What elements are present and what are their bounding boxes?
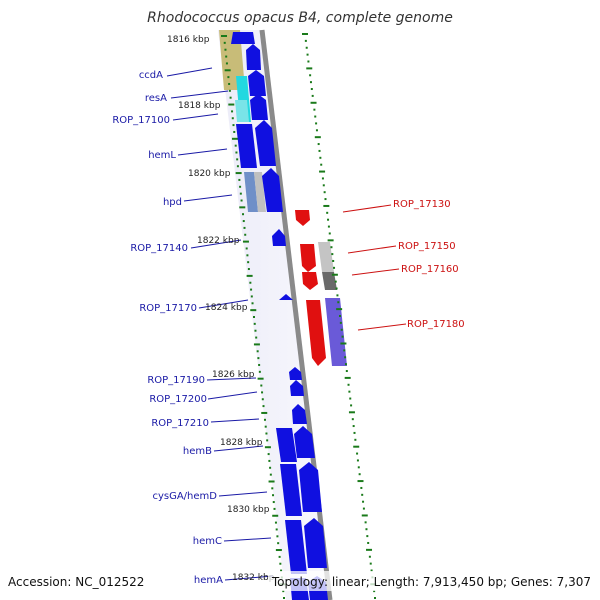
gene-label-ROP_17160[interactable]: ROP_17160 [401, 264, 459, 275]
gene-label-ROP_17150[interactable]: ROP_17150 [398, 241, 456, 252]
fwd-gene-block [276, 428, 297, 462]
kbp-label: 1828 kbp [220, 438, 263, 448]
fwd-gene-block [280, 464, 302, 516]
kbp-label: 1818 kbp [178, 101, 221, 111]
gene-label-ROP_17200[interactable]: ROP_17200 [149, 394, 207, 405]
gene-label-hpd[interactable]: hpd [163, 197, 182, 208]
fwd-gene-block [294, 426, 315, 458]
fwd-gene-block [299, 462, 322, 512]
accession-text: Accession: NC_012522 [8, 575, 144, 589]
genome-title: Rhodococcus opacus B4, complete genome [147, 10, 453, 26]
label-leaders [166, 67, 407, 581]
gene-label-ROP_17190[interactable]: ROP_17190 [147, 375, 205, 386]
gene-label-ccdA[interactable]: ccdA [139, 70, 163, 81]
gene-label-ROP_17100[interactable]: ROP_17100 [112, 115, 170, 126]
fwd-gene-block [289, 367, 302, 380]
olive-feature [219, 30, 245, 90]
forward-strand-genes [231, 32, 328, 600]
kbp-scale: 1816 kbp 1818 kbp 1820 kbp 1822 kbp 1824… [167, 35, 275, 583]
gene-label-hemA[interactable]: hemA [194, 575, 223, 586]
fwd-gene-block [290, 380, 304, 396]
gene-label-resA[interactable]: resA [145, 93, 167, 104]
cyan-feature-resA [235, 100, 249, 122]
kbp-label: 1826 kbp [212, 370, 255, 380]
forward-gene-labels: ccdA resA ROP_17100 hemL hpd ROP_17140 R… [112, 70, 223, 586]
rev-gene-block [302, 272, 318, 290]
gene-label-hemB[interactable]: hemB [183, 446, 212, 457]
reverse-gene-labels: ROP_17130 ROP_17150 ROP_17160 ROP_17180 [393, 199, 465, 330]
kbp-label: 1816 kbp [167, 35, 210, 45]
kbp-label: 1820 kbp [188, 169, 231, 179]
topology-text: Topology: linear; Length: 7,913,450 bp; … [271, 575, 591, 589]
ROP_17160-dark-feature [322, 272, 337, 290]
gene-label-hemL[interactable]: hemL [148, 150, 176, 161]
reverse-strand-genes [295, 210, 326, 366]
gene-label-ROP_17140[interactable]: ROP_17140 [130, 243, 188, 254]
gene-label-ROP_17180[interactable]: ROP_17180 [407, 319, 465, 330]
fwd-gene-block [255, 120, 276, 166]
fwd-gene-block [304, 518, 327, 568]
gene-label-ROP_17170[interactable]: ROP_17170 [139, 303, 197, 314]
ROP_17150-gray-feature [318, 242, 334, 272]
ROP_17180-purple-feature [325, 298, 347, 366]
kbp-label: 1830 kbp [227, 505, 270, 515]
fwd-gene-block [248, 70, 266, 96]
position-ticks-left [221, 35, 286, 599]
fwd-gene-block [250, 94, 268, 120]
gene-label-cysGA-hemD[interactable]: cysGA/hemD [152, 491, 217, 502]
gene-label-hemC[interactable]: hemC [193, 536, 222, 547]
fwd-gene-block [231, 32, 255, 44]
kbp-label: 1832 kbp [232, 573, 275, 583]
gene-label-ROP_17210[interactable]: ROP_17210 [151, 418, 209, 429]
fwd-gene-block [272, 229, 286, 246]
rev-gene-block [306, 300, 326, 366]
fwd-gene-block [236, 124, 257, 168]
fwd-gene-block [292, 404, 307, 424]
fwd-gene-block [279, 294, 293, 300]
fwd-gene-block [262, 168, 283, 212]
kbp-label: 1824 kbp [205, 303, 248, 313]
rev-gene-block [295, 210, 310, 226]
fwd-gene-block [285, 520, 307, 574]
fwd-gene-block [246, 44, 261, 70]
footer-backdrop [268, 571, 600, 591]
gene-label-ROP_17130[interactable]: ROP_17130 [393, 199, 451, 210]
hpd-feature [244, 172, 258, 212]
position-ticks-right [302, 33, 377, 599]
rev-gene-block [300, 244, 316, 272]
kbp-label: 1822 kbp [197, 236, 240, 246]
